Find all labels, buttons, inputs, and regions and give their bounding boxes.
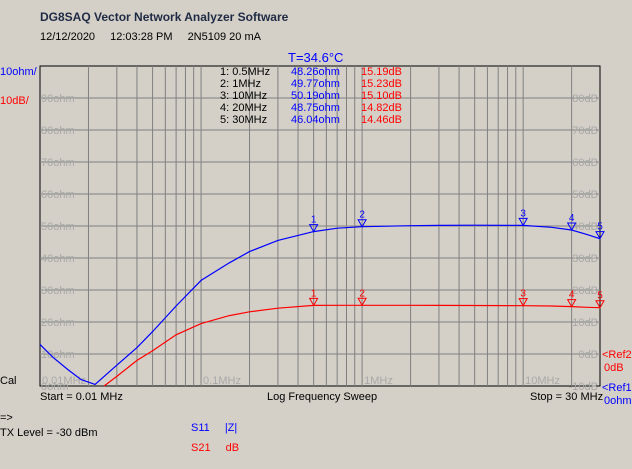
marker-number: 3 (520, 289, 526, 300)
marker-gain: 15.19dB (361, 66, 402, 78)
x-tick-label: 0.01MHz (42, 375, 86, 387)
marker-label: 2: 1MHz (220, 78, 261, 90)
marker-number: 5 (597, 222, 603, 233)
marker-number: 3 (520, 208, 526, 219)
sweep-mode[interactable]: Log Frequency Sweep (267, 391, 378, 403)
left-tick-label: 90ohm (41, 93, 75, 105)
marker-triangle (308, 224, 319, 233)
start-frequency[interactable]: Start = 0.01 MHz (40, 391, 123, 403)
info-line: 12/12/2020 12:03:28 PM 2N5109 20 mA (40, 31, 273, 43)
legend-s21-unit: dB (225, 442, 240, 454)
cal-label: Cal (0, 375, 17, 387)
right-tick-label: 10dB (572, 317, 598, 329)
left-tick-label: 30ohm (41, 285, 75, 297)
marker-number: 5 (597, 291, 603, 302)
marker-label: 5: 30MHz (220, 114, 268, 126)
marker-label: 1: 0.5MHz (220, 66, 271, 78)
left-tick-label: 70ohm (41, 157, 75, 169)
left-tick-label: 0ohm (41, 381, 69, 393)
marker-triangle (357, 219, 367, 228)
app-title: DG8SAQ Vector Network Analyzer Software (40, 10, 289, 24)
marker-impedance: 46.04ohm (291, 114, 340, 126)
time-text: 12:03:28 PM (110, 31, 173, 43)
marker-number: 4 (569, 290, 575, 301)
marker-label: 3: 10MHz (220, 90, 268, 102)
marker-triangle (357, 297, 367, 307)
right-tick-label: 40dB (572, 221, 598, 233)
left-tick-label: 20ohm (41, 317, 75, 329)
marker-impedance: 50.19ohm (291, 90, 340, 102)
marker-number: 4 (569, 213, 575, 224)
legend-s11-name: S11 (191, 422, 210, 434)
x-tick-label: 10MHz (525, 375, 560, 387)
right-tick-label: 20dB (572, 285, 598, 297)
marker-triangle (518, 298, 529, 307)
s21-trace (103, 304, 601, 387)
marker-triangle (566, 222, 577, 232)
right-tick-label: 50dB (572, 189, 598, 201)
x-tick-label: 1MHz (364, 375, 393, 387)
stop-frequency[interactable]: Stop = 30 MHz (530, 391, 604, 403)
left-scale-label: 10ohm/ (0, 66, 38, 78)
marker-number: 2 (359, 210, 365, 221)
left-tick-label: 50ohm (41, 221, 75, 233)
right-tick-label: 30dB (572, 253, 598, 265)
tx-level[interactable]: TX Level = -30 dBm (0, 427, 98, 439)
marker-gain: 15.23dB (361, 78, 402, 90)
marker-impedance: 49.77ohm (291, 78, 340, 90)
marker-gain: 15.10dB (361, 90, 402, 102)
date-text: 12/12/2020 (40, 31, 96, 43)
marker-number: 2 (359, 288, 365, 299)
ref1-value: 0ohm (604, 395, 632, 407)
marker-gain: 14.46dB (361, 114, 402, 126)
marker-triangle (566, 299, 577, 308)
marker-triangle (518, 217, 529, 227)
right-tick-label: 80dB (572, 93, 598, 105)
marker-gain: 14.82dB (361, 102, 402, 114)
marker-label: 4: 20MHz (220, 102, 268, 114)
legend-s11[interactable]: S11 |Z| (191, 422, 237, 434)
ref1-label: <Ref1 (602, 382, 632, 394)
marker-triangle (595, 231, 605, 240)
ref2-label: <Ref2 (602, 349, 632, 361)
marker-number: 1 (311, 288, 317, 299)
ref2-value: 0dB (604, 362, 624, 374)
device-text: 2N5109 20 mA (187, 31, 261, 43)
right-tick-label: 0dB (578, 349, 598, 361)
left-tick-label: 40ohm (41, 253, 75, 265)
x-tick-label: 0.1MHz (203, 375, 241, 387)
marker-number: 1 (311, 215, 317, 226)
marker-impedance: 48.75ohm (291, 102, 340, 114)
left-tick-label: 10ohm (41, 349, 75, 361)
arrow-label: => (0, 412, 13, 424)
temperature-readout: T=34.6°C (288, 50, 344, 65)
legend-s11-unit: |Z| (224, 422, 238, 434)
right-scale-label: 10dB/ (0, 95, 30, 107)
legend-s21-name: S21 (191, 442, 211, 454)
right-tick-label: 60dB (572, 157, 598, 169)
left-tick-label: 60ohm (41, 189, 75, 201)
marker-triangle (595, 300, 605, 309)
right-tick-label: 70dB (572, 125, 598, 137)
left-tick-label: 80ohm (41, 125, 75, 137)
right-tick-label: -10dB (569, 381, 598, 393)
marker-impedance: 48.26ohm (291, 66, 340, 78)
legend-s21[interactable]: S21 dB (191, 442, 239, 454)
marker-triangle (308, 297, 319, 307)
